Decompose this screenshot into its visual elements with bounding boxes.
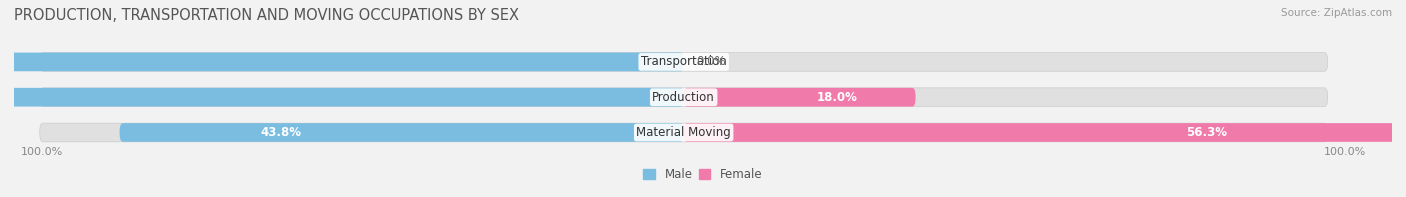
- FancyBboxPatch shape: [39, 88, 1327, 107]
- FancyBboxPatch shape: [683, 88, 915, 107]
- Text: 43.8%: 43.8%: [260, 126, 302, 139]
- FancyBboxPatch shape: [683, 123, 1406, 142]
- Text: 0.0%: 0.0%: [696, 55, 725, 68]
- FancyBboxPatch shape: [120, 123, 683, 142]
- Text: PRODUCTION, TRANSPORTATION AND MOVING OCCUPATIONS BY SEX: PRODUCTION, TRANSPORTATION AND MOVING OC…: [14, 8, 519, 23]
- FancyBboxPatch shape: [0, 53, 683, 71]
- Text: Production: Production: [652, 91, 716, 104]
- Text: 100.0%: 100.0%: [1324, 147, 1367, 157]
- Text: Source: ZipAtlas.com: Source: ZipAtlas.com: [1281, 8, 1392, 18]
- FancyBboxPatch shape: [0, 88, 683, 107]
- Text: 56.3%: 56.3%: [1187, 126, 1227, 139]
- Text: Material Moving: Material Moving: [637, 126, 731, 139]
- Text: 18.0%: 18.0%: [817, 91, 858, 104]
- Text: 100.0%: 100.0%: [21, 147, 63, 157]
- FancyBboxPatch shape: [39, 123, 1327, 142]
- Text: Transportation: Transportation: [641, 55, 727, 68]
- Legend: Male, Female: Male, Female: [638, 163, 768, 186]
- FancyBboxPatch shape: [39, 53, 1327, 71]
